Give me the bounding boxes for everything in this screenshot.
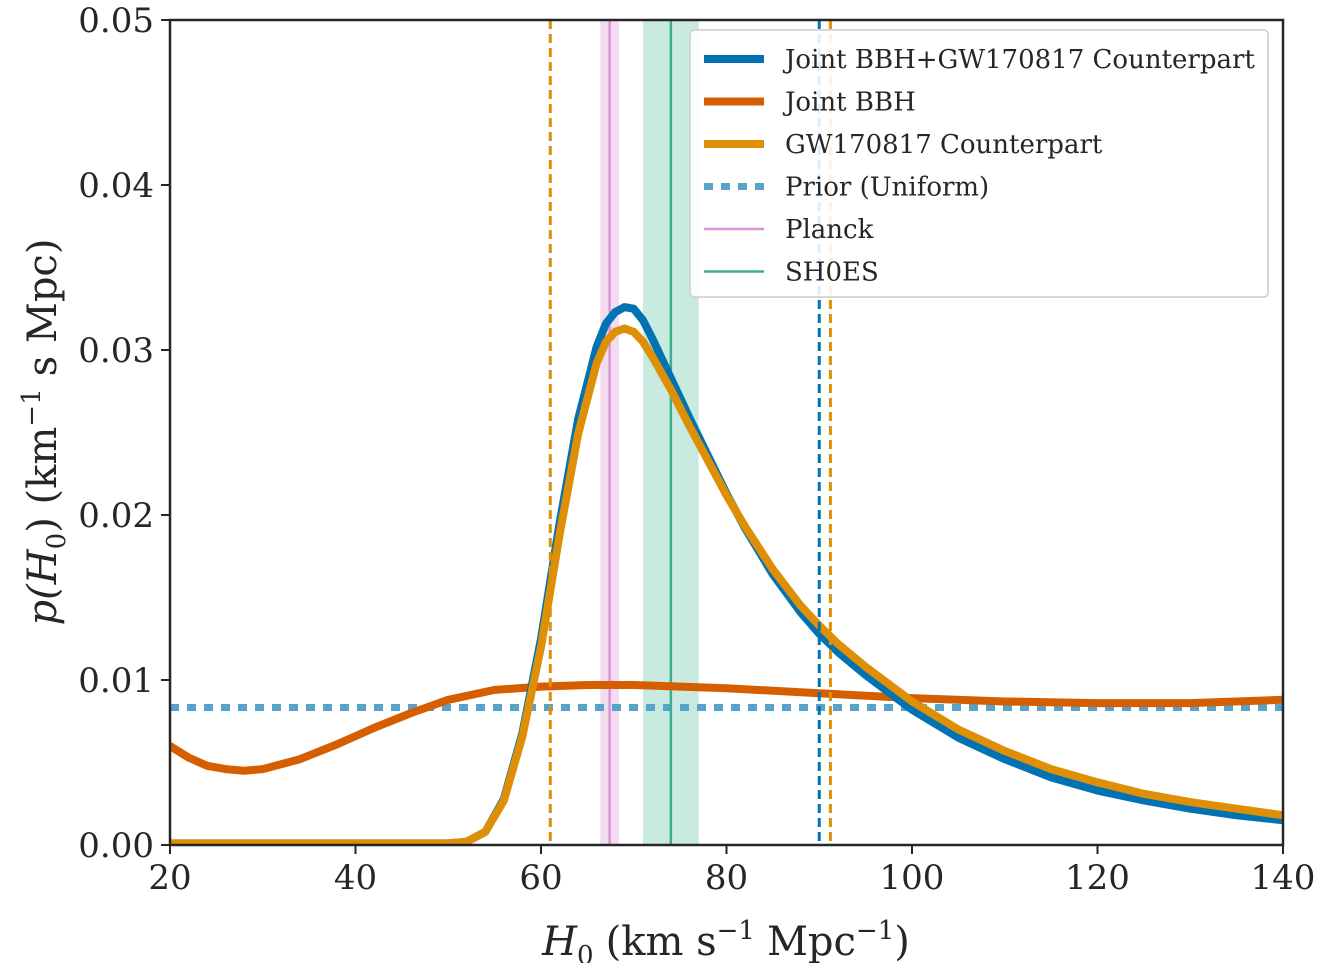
- x-tick-label-2: 60: [519, 858, 562, 898]
- series-line-joint-bbh: [170, 680, 1283, 775]
- y-tick-label-1: 0.01: [78, 661, 154, 701]
- y-tick-label-5: 0.05: [78, 1, 154, 41]
- y-tick-label-3: 0.03: [78, 331, 154, 371]
- x-tick-label-0: 20: [148, 858, 191, 898]
- legend-label-sh0es: SH0ES: [785, 258, 879, 288]
- x-tick-label-6: 140: [1251, 858, 1316, 898]
- y-axis-label: p(H0) (km−1s Mpc): [17, 239, 72, 626]
- measurement-bands: [600, 20, 699, 845]
- legend: Joint BBH+GW170817 Counterpart Joint BBH G…: [689, 29, 1269, 298]
- x-tick-label-5: 120: [1065, 858, 1130, 898]
- series-line-joint-bbh-gw170817-counterpart: [170, 303, 1283, 845]
- series-line-gw170817-counterpart: [170, 324, 1283, 845]
- x-tick-label-4: 100: [880, 858, 945, 898]
- y-tick-label-0: 0.00: [78, 826, 154, 866]
- legend-label-joint-bbh: Joint BBH: [782, 88, 916, 118]
- x-tick-label-1: 40: [334, 858, 377, 898]
- legend-box: [689, 29, 1269, 298]
- axis-ticks: 20 40 60 80 100 120 140 0.00 0.01 0.02 0.03 0.04 0.0…: [78, 1, 1315, 898]
- y-tick-label-2: 0.02: [78, 496, 154, 536]
- legend-label-joint-bbh-gw170817-counterpart: Joint BBH+GW170817 Counterpart: [782, 45, 1255, 75]
- x-axis-label: H0 (km s−1 Mpc−1): [541, 916, 910, 963]
- series-lines: [170, 20, 1283, 845]
- legend-label-planck: Planck: [785, 215, 874, 245]
- x-tick-label-3: 80: [705, 858, 748, 898]
- y-tick-label-4: 0.04: [78, 166, 154, 206]
- legend-label-gw170817-counterpart: GW170817 Counterpart: [785, 130, 1103, 160]
- legend-label-prior-uniform: Prior (Uniform): [785, 173, 989, 203]
